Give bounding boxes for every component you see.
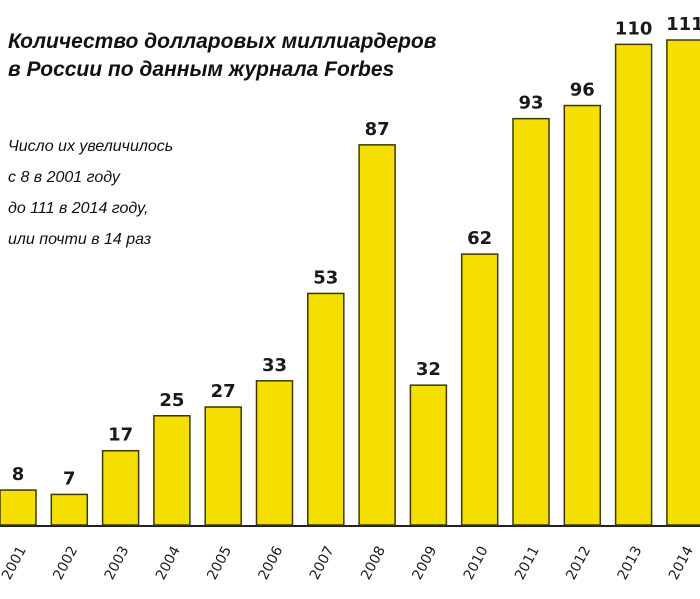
- x-tick-label-2014: 2014: [666, 544, 697, 583]
- x-tick-label-2009: 2009: [409, 544, 440, 583]
- bar-2002: [50, 493, 89, 526]
- bar-2008: [358, 144, 396, 526]
- chart-subtitle-line-3: до 111 в 2014 году,: [8, 200, 148, 217]
- x-tick-label-2012: 2012: [563, 544, 594, 583]
- bar-2009: [409, 384, 448, 526]
- x-tick-label-2004: 2004: [153, 544, 184, 583]
- value-label-2007: 53: [313, 267, 338, 288]
- bar-2013: [614, 43, 653, 526]
- value-label-2013: 110: [615, 18, 653, 39]
- bar-2010: [460, 253, 499, 526]
- x-tick-label-2010: 2010: [461, 544, 492, 583]
- value-label-2004: 25: [159, 390, 184, 411]
- bar-2001: [0, 489, 37, 526]
- bar-2012: [563, 104, 602, 526]
- value-label-2011: 93: [518, 93, 543, 114]
- x-tick-label-2008: 2008: [358, 544, 389, 583]
- value-label-2012: 96: [570, 80, 595, 101]
- value-label-2009: 32: [416, 359, 441, 380]
- value-label-2001: 8: [12, 464, 25, 485]
- x-tick-label-2006: 2006: [256, 544, 287, 583]
- bar-2006: [255, 380, 294, 526]
- chart-subtitle-line-4: или почти в 14 раз: [8, 231, 151, 248]
- x-tick-labels-group: 2001 2002 2003 2004 2005 2006 2007 2008 2009 2010…: [0, 544, 697, 583]
- x-tick-label-2005: 2005: [204, 544, 235, 583]
- bar-2014: [666, 39, 700, 526]
- value-label-2006: 33: [262, 355, 287, 376]
- bars-group: [0, 39, 700, 526]
- x-tick-label-2003: 2003: [102, 544, 133, 583]
- value-label-2005: 27: [211, 381, 236, 402]
- value-label-2003: 17: [108, 425, 133, 446]
- chart-title-line-1: Количество долларовых миллиардеров: [8, 30, 437, 53]
- chart-subtitle-line-1: Число их увеличилось: [8, 138, 173, 155]
- bar-2003: [101, 449, 140, 526]
- chart-title-line-2: в России по данным журнала Forbes: [8, 58, 394, 81]
- value-label-2014: 111: [666, 14, 700, 35]
- x-tick-label-2011: 2011: [512, 544, 543, 583]
- x-tick-label-2007: 2007: [307, 544, 338, 583]
- value-label-2008: 87: [365, 119, 390, 140]
- bar-2004: [153, 415, 191, 526]
- value-label-2010: 62: [467, 228, 492, 249]
- x-tick-label-2002: 2002: [50, 544, 81, 583]
- x-tick-label-2013: 2013: [615, 544, 646, 583]
- bar-2011: [512, 117, 550, 526]
- x-tick-label-2001: 2001: [0, 544, 30, 583]
- bar-2007: [307, 292, 345, 526]
- bar-2005: [204, 406, 242, 526]
- value-label-2002: 7: [63, 468, 76, 489]
- chart-subtitle-line-2: с 8 в 2001 году: [8, 169, 121, 186]
